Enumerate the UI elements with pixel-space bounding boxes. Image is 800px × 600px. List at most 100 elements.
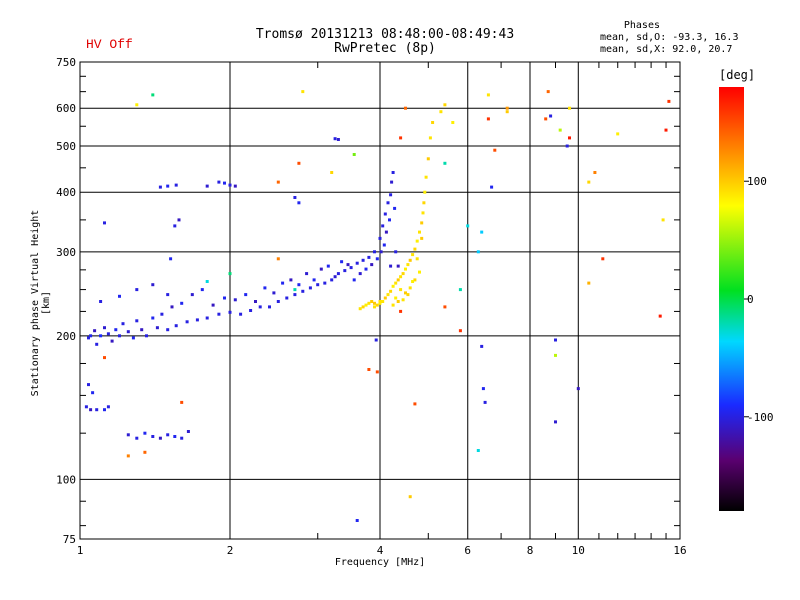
colorbar-label: [deg] — [719, 68, 756, 82]
y-tick-label: 300 — [56, 246, 76, 259]
data-point — [458, 288, 462, 292]
data-point — [361, 258, 365, 262]
y-tick-label: 100 — [56, 473, 76, 486]
data-point — [486, 93, 490, 97]
data-point — [121, 322, 125, 326]
data-point — [391, 284, 395, 288]
y-tick-label: 75 — [63, 533, 76, 546]
data-point — [186, 430, 190, 433]
data-point — [443, 161, 447, 165]
x-tick-label: 2 — [227, 544, 234, 557]
data-point — [158, 436, 162, 440]
data-point — [389, 289, 393, 293]
data-point — [421, 211, 425, 215]
data-point — [375, 370, 379, 374]
data-point — [396, 264, 400, 268]
data-point — [223, 296, 226, 300]
data-point — [388, 218, 391, 222]
data-point — [411, 253, 415, 257]
data-point — [544, 117, 548, 121]
data-point — [312, 278, 316, 282]
data-point — [276, 257, 280, 261]
data-point — [408, 495, 412, 499]
data-point — [158, 185, 162, 189]
data-point — [228, 310, 232, 314]
data-point — [396, 300, 400, 303]
data-point — [601, 257, 605, 261]
data-point — [281, 281, 285, 285]
data-point — [126, 454, 130, 458]
data-point — [106, 332, 110, 336]
data-point — [330, 171, 334, 174]
data-point — [166, 184, 170, 188]
colorbar-tick-label: 0 — [747, 293, 754, 306]
data-point — [110, 339, 114, 343]
data-point — [276, 300, 280, 303]
data-point — [408, 258, 412, 262]
data-point — [166, 433, 170, 437]
data-point — [99, 300, 103, 303]
data-point — [431, 121, 435, 124]
y-tick-label: 750 — [56, 56, 76, 69]
data-point — [420, 236, 424, 240]
data-point — [667, 99, 671, 103]
data-point — [404, 267, 407, 271]
data-point — [389, 193, 393, 197]
data-point — [349, 266, 353, 270]
data-point — [458, 329, 462, 333]
data-point — [140, 328, 144, 332]
colorbar-tick-label: 100 — [747, 175, 767, 188]
data-point — [151, 93, 155, 97]
data-point — [476, 250, 480, 254]
data-point — [258, 305, 262, 309]
data-point — [422, 201, 426, 205]
data-point — [370, 263, 374, 267]
data-point — [200, 288, 204, 292]
colorbar — [719, 87, 744, 511]
data-point — [418, 230, 421, 234]
data-point — [399, 309, 403, 313]
data-point — [408, 286, 412, 290]
x-tick-label: 1 — [77, 544, 84, 557]
data-point — [211, 303, 215, 307]
data-point — [374, 338, 378, 342]
data-point — [373, 305, 376, 309]
data-point — [486, 117, 490, 121]
data-point — [355, 261, 359, 265]
data-point — [343, 269, 347, 273]
data-point — [378, 301, 382, 305]
data-point — [254, 300, 257, 303]
data-point — [401, 298, 405, 302]
data-point — [143, 431, 147, 435]
data-point — [276, 180, 280, 184]
data-point — [293, 288, 297, 292]
data-point — [316, 283, 320, 287]
data-point — [305, 272, 309, 276]
data-point — [587, 180, 591, 184]
data-point — [293, 196, 297, 199]
data-point — [160, 312, 164, 316]
data-point — [587, 281, 591, 285]
data-point — [391, 303, 395, 307]
data-point — [84, 405, 88, 409]
data-point — [151, 316, 155, 320]
data-point — [103, 356, 106, 360]
data-point — [367, 301, 371, 305]
data-point — [118, 294, 121, 298]
data-point — [170, 305, 174, 309]
data-point — [554, 338, 557, 342]
data-point — [177, 218, 181, 222]
data-point — [505, 106, 509, 110]
data-point — [549, 114, 553, 118]
data-point — [89, 334, 93, 338]
data-point — [358, 272, 362, 276]
data-point — [169, 257, 173, 261]
data-point — [386, 201, 390, 205]
data-point — [568, 136, 571, 140]
data-point — [381, 224, 385, 228]
data-point — [480, 344, 484, 348]
x-axis-label: Frequency [MHz] — [334, 557, 426, 568]
data-point — [367, 255, 371, 259]
data-point — [131, 336, 135, 340]
data-point — [415, 239, 419, 243]
